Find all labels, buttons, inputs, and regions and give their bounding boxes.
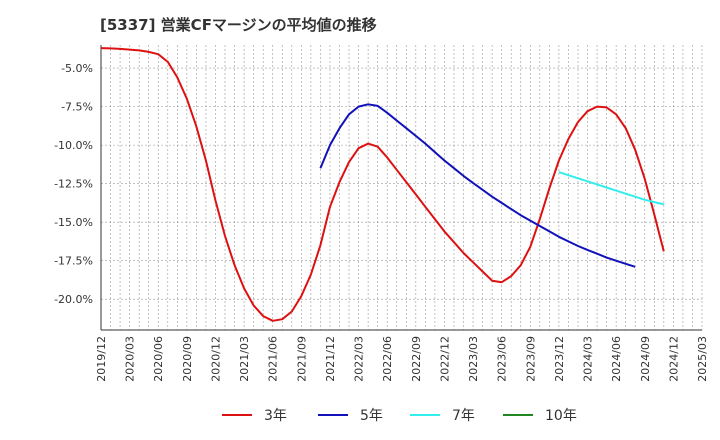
axes (100, 45, 702, 331)
x-tick-label: 2021/12 (324, 336, 337, 382)
y-tick-label: -20.0% (54, 293, 93, 306)
x-tick-label: 2022/03 (353, 336, 366, 382)
x-tick-label: 2021/03 (238, 336, 251, 382)
x-tick-label: 2021/09 (295, 336, 308, 382)
x-tick-label: 2023/03 (467, 336, 480, 382)
chart-title: [5337] 営業CFマージンの平均値の推移 (100, 16, 377, 34)
x-tick-label: 2020/06 (152, 336, 165, 382)
x-tick-label: 2020/09 (181, 336, 194, 382)
legend: 3年 5年 7年 10年 (222, 408, 577, 424)
series-line-3 (558, 171, 665, 206)
x-tick-label: 2020/12 (209, 336, 222, 382)
x-tick-label: 2020/03 (124, 336, 137, 382)
y-tick-label: -10.0% (54, 139, 93, 152)
x-tick-label: 2024/06 (610, 336, 623, 382)
y-tick-label: -7.5% (61, 101, 93, 114)
legend-label: 3年 (264, 408, 287, 424)
x-tick-label: 2022/06 (381, 336, 394, 382)
legend-label: 7年 (452, 408, 475, 424)
y-tick-label: -15.0% (54, 216, 93, 229)
legend-label: 10年 (545, 408, 577, 424)
x-tick-label: 2025/03 (696, 336, 709, 382)
y-tick-label: -17.5% (54, 255, 93, 268)
x-tick-label: 2024/03 (582, 336, 595, 382)
y-tick-label: -5.0% (61, 62, 93, 75)
grid (100, 45, 703, 330)
tick-labels: -5.0% -7.5% -10.0% -12.5% -15.0% -17.5% -20.0%… (54, 62, 709, 382)
legend-label: 5年 (360, 408, 383, 424)
x-tick-label: 2022/09 (410, 336, 423, 382)
x-tick-label: 2021/06 (267, 336, 280, 382)
x-tick-label: 2024/12 (667, 336, 680, 382)
series-line-2 (319, 103, 636, 268)
x-tick-label: 2019/12 (95, 336, 108, 382)
x-tick-label: 2024/09 (639, 336, 652, 382)
x-tick-label: 2023/09 (524, 336, 537, 382)
x-tick-label: 2023/12 (553, 336, 566, 382)
series-lines (100, 47, 665, 322)
x-tick-label: 2022/12 (438, 336, 451, 382)
series-line-1 (100, 47, 665, 322)
y-tick-label: -12.5% (54, 178, 93, 191)
x-tick-label: 2023/06 (496, 336, 509, 382)
